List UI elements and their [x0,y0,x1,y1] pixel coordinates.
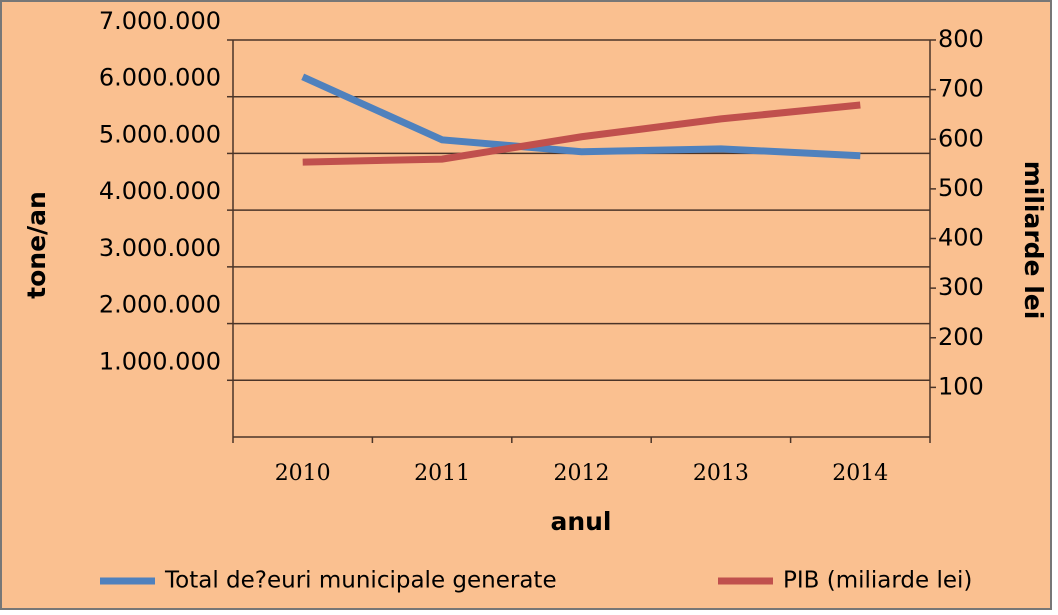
y2-tick-label: 400 [938,224,984,252]
y2-tick-label: 500 [938,174,984,202]
x-tick-label: 2011 [414,461,470,486]
series-line [301,73,861,160]
y2-tick-label: 200 [938,323,984,351]
y2-tick-label: 600 [938,124,984,152]
y-axis-title: tone/an [22,191,51,299]
y-tick-label: 3.000.000 [99,234,221,262]
y-tick-label: 4.000.000 [99,177,221,205]
y2-tick-label: 700 [938,75,984,103]
series-line [302,101,861,166]
x-tick-label: 2010 [275,461,331,486]
y2-tick-label: 300 [938,273,984,301]
y2-tick-label: 100 [938,372,984,400]
y-tick-label: 6.000.000 [99,64,221,92]
y-tick-label: 2.000.000 [99,291,221,319]
y-tick-label: 7.000.000 [99,7,221,35]
legend-label: PIB (miliarde lei) [783,568,972,594]
y2-axis-title: miliarde lei [1019,161,1048,320]
y2-tick-label: 800 [938,25,984,53]
y-tick-label: 5.000.000 [99,120,221,148]
x-tick-label: 2014 [832,461,888,486]
x-tick-label: 2013 [693,461,749,486]
x-axis-title: anul [550,507,611,536]
legend-label: Total de?euri municipale generate [164,568,557,594]
y-tick-label: 1.000.000 [99,347,221,375]
x-tick-label: 2012 [554,461,610,486]
